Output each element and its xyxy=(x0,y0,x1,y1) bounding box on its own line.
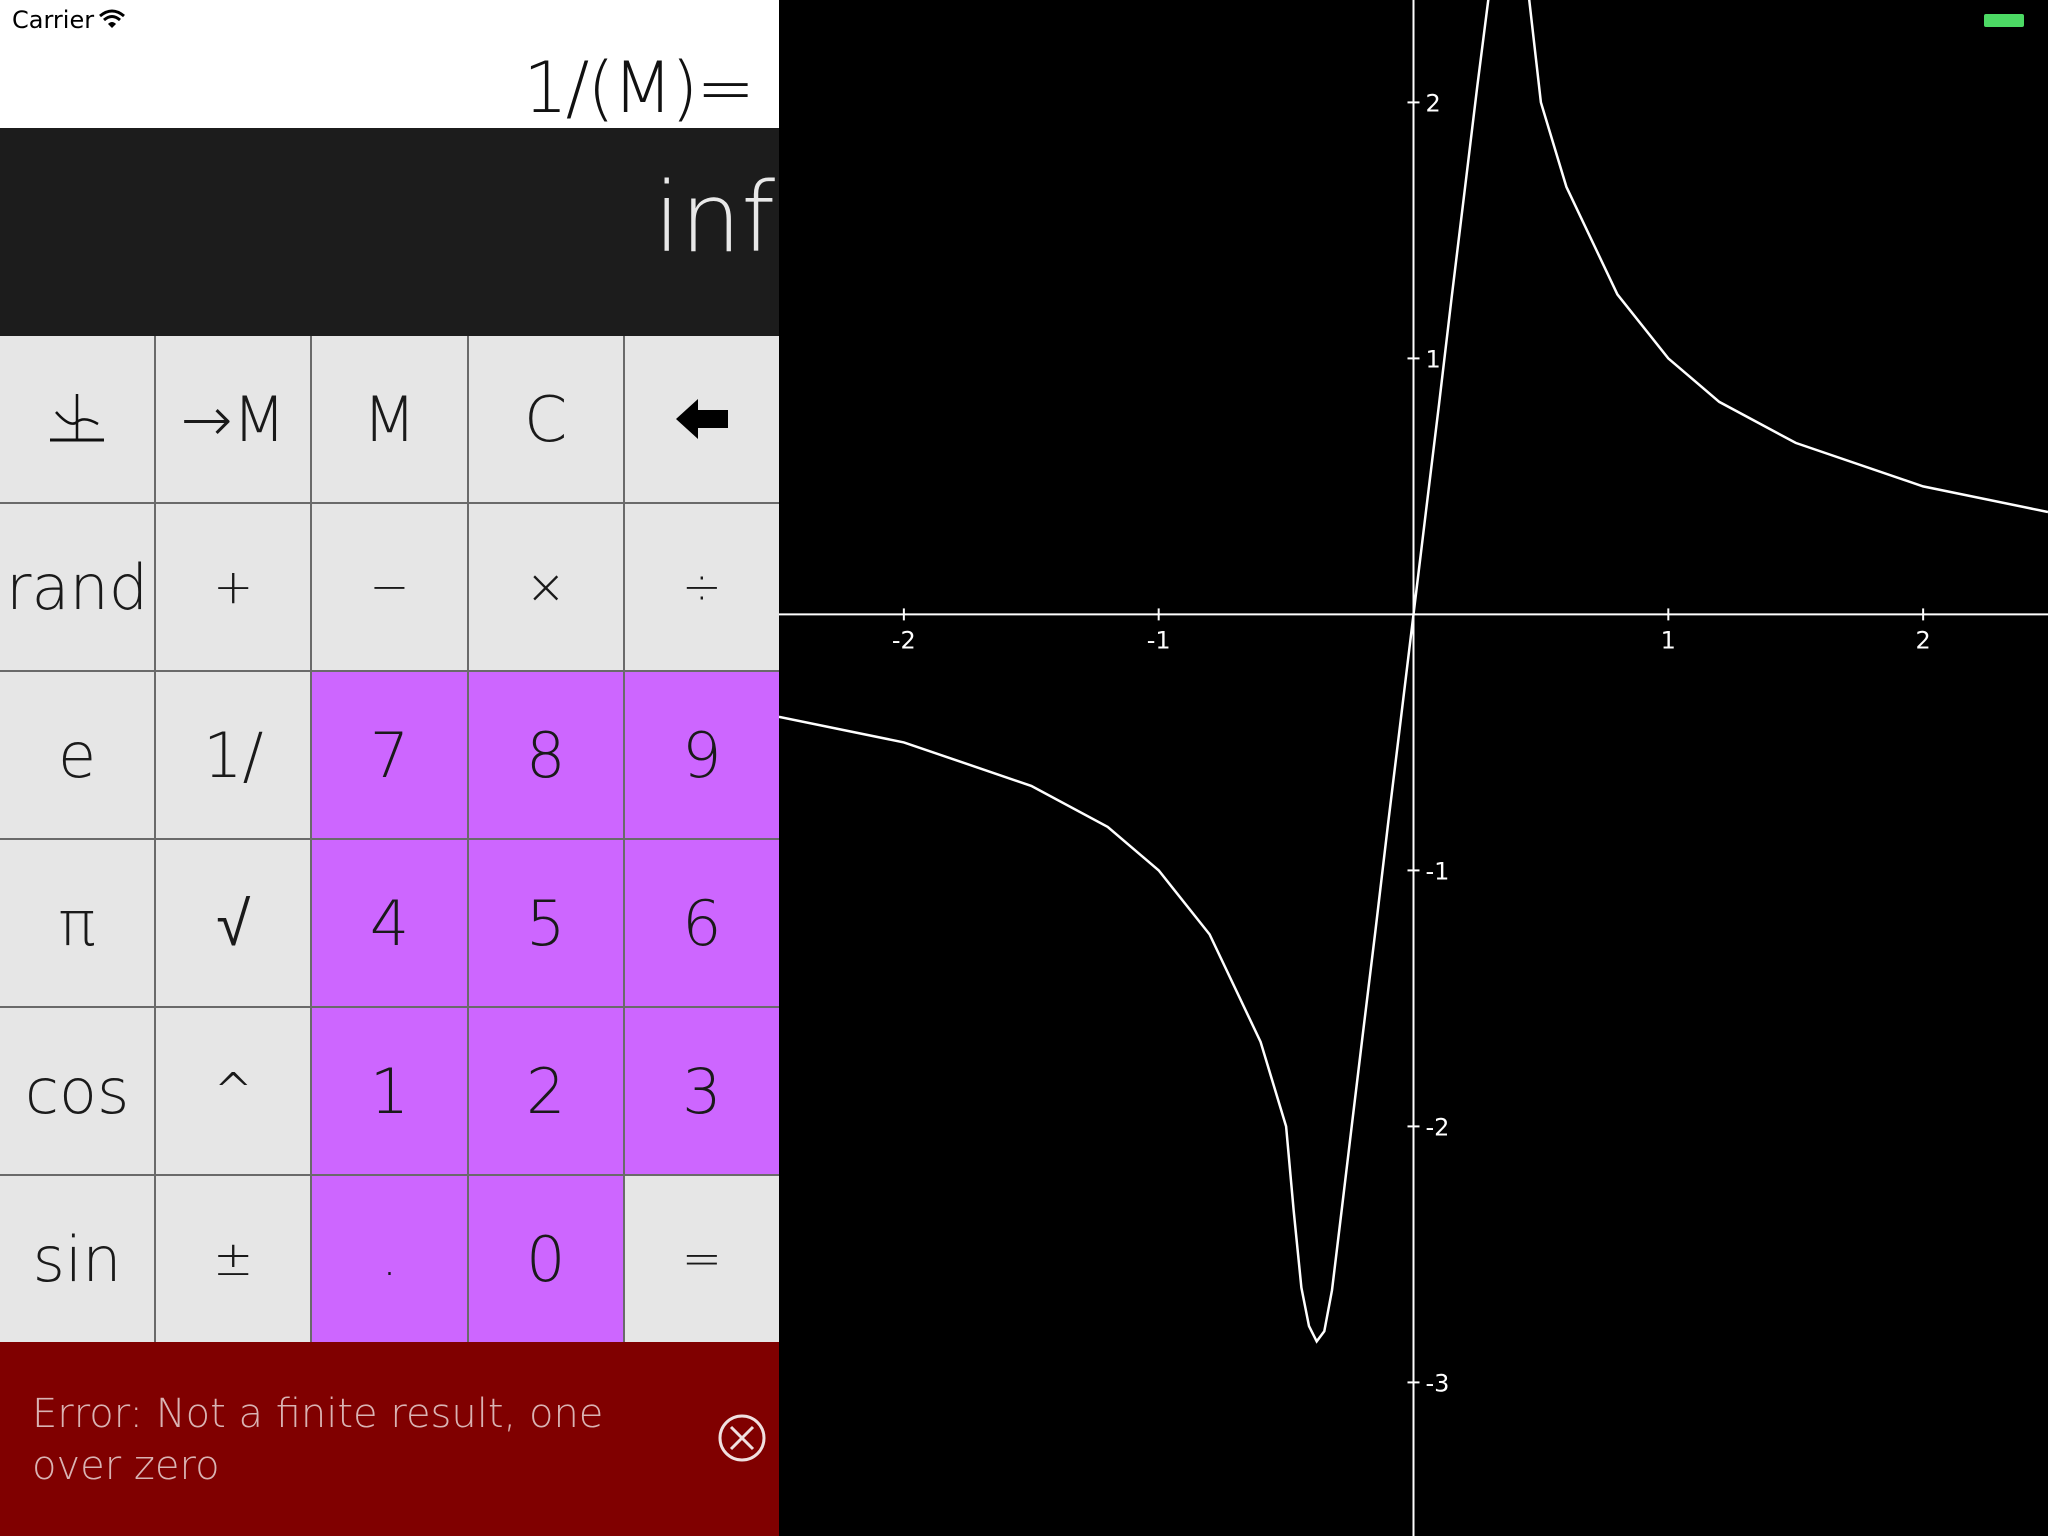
backspace-key[interactable] xyxy=(624,336,779,502)
multiply-key[interactable]: × xyxy=(468,504,623,670)
pi-key-label: π xyxy=(58,886,96,960)
digit-9-key[interactable]: 9 xyxy=(624,672,779,838)
close-icon[interactable] xyxy=(716,1412,768,1464)
memory-key-label: M xyxy=(362,382,417,456)
x-tick-label: -1 xyxy=(1147,626,1171,654)
rand-key-label: rand xyxy=(6,550,149,624)
digit-6-key[interactable]: 6 xyxy=(624,840,779,1006)
multiply-key-label: × xyxy=(525,559,566,615)
wifi-icon xyxy=(99,9,125,28)
digit-4-key-label: 4 xyxy=(369,886,410,960)
sin-key[interactable]: sin xyxy=(0,1176,155,1342)
digit-3-key[interactable]: 3 xyxy=(624,1008,779,1174)
digit-0-key[interactable]: 0 xyxy=(468,1176,623,1342)
clear-key-label: C xyxy=(524,382,568,456)
power-key-label: ^ xyxy=(213,1063,254,1119)
plus-key-label: + xyxy=(213,559,254,615)
x-tick-label: 2 xyxy=(1915,626,1930,654)
digit-8-key-label: 8 xyxy=(525,718,566,792)
digit-5-key[interactable]: 5 xyxy=(468,840,623,1006)
y-tick-label: -3 xyxy=(1426,1369,1450,1397)
divide-key[interactable]: ÷ xyxy=(624,504,779,670)
digit-1-key[interactable]: 1 xyxy=(312,1008,467,1174)
minus-key-label: − xyxy=(369,559,410,615)
digit-5-key-label: 5 xyxy=(525,886,566,960)
graph-pane[interactable]: -2 -1 1 2 2 1 -1 -2 -3 xyxy=(779,0,2048,1536)
cos-key[interactable]: cos xyxy=(0,1008,155,1174)
sqrt-key[interactable]: √ xyxy=(156,840,311,1006)
digit-2-key-label: 2 xyxy=(525,1054,566,1128)
rand-key[interactable]: rand xyxy=(0,504,155,670)
store-memory-key[interactable]: →M xyxy=(156,336,311,502)
sign-key[interactable]: ± xyxy=(156,1176,311,1342)
error-message: Error: Not a finite result, one over zer… xyxy=(32,1391,604,1489)
digit-6-key-label: 6 xyxy=(682,886,722,960)
minus-key[interactable]: − xyxy=(312,504,467,670)
digit-9-key-label: 9 xyxy=(682,718,722,792)
pi-key[interactable]: π xyxy=(0,840,155,1006)
digit-7-key[interactable]: 7 xyxy=(312,672,467,838)
result-value: inf xyxy=(653,162,775,274)
e-key-label: e xyxy=(58,718,97,792)
y-tick-label: 2 xyxy=(1426,89,1441,117)
carrier-label: Carrier xyxy=(12,6,95,34)
graph-key[interactable] xyxy=(0,336,155,502)
y-tick-label: -1 xyxy=(1426,857,1450,885)
decimal-key-label: . xyxy=(381,1231,398,1287)
sqrt-key-label: √ xyxy=(216,886,251,960)
graph-plot[interactable]: -2 -1 1 2 2 1 -1 -2 -3 xyxy=(779,0,2048,1536)
equals-key[interactable]: = xyxy=(624,1176,779,1342)
result-display: inf xyxy=(0,128,779,336)
reciprocal-key-label: 1/ xyxy=(203,718,264,792)
sign-key-label: ± xyxy=(213,1231,254,1287)
equals-key-label: = xyxy=(681,1231,722,1287)
clear-key[interactable]: C xyxy=(468,336,623,502)
digit-8-key[interactable]: 8 xyxy=(468,672,623,838)
divide-key-label: ÷ xyxy=(681,559,722,615)
x-tick-label: -2 xyxy=(892,626,916,654)
sin-key-label: sin xyxy=(32,1222,122,1296)
expression-display: 1/(M)= xyxy=(523,47,755,129)
e-key[interactable]: e xyxy=(0,672,155,838)
store-memory-key-label: →M xyxy=(180,382,287,456)
digit-2-key[interactable]: 2 xyxy=(468,1008,623,1174)
y-tick-label: 1 xyxy=(1426,345,1441,373)
battery-icon xyxy=(1984,14,2024,27)
cos-key-label: cos xyxy=(24,1054,130,1128)
graph-icon xyxy=(50,394,105,442)
decimal-key[interactable]: . xyxy=(312,1176,467,1342)
status-bar: Carrier xyxy=(0,0,779,40)
digit-3-key-label: 3 xyxy=(682,1054,722,1128)
reciprocal-key[interactable]: 1/ xyxy=(156,672,311,838)
x-tick-label: 1 xyxy=(1661,626,1676,654)
digit-0-key-label: 0 xyxy=(525,1222,566,1296)
backspace-arrow-icon xyxy=(675,399,728,439)
digit-7-key-label: 7 xyxy=(369,718,410,792)
digit-1-key-label: 1 xyxy=(369,1054,410,1128)
power-key[interactable]: ^ xyxy=(156,1008,311,1174)
y-tick-label: -2 xyxy=(1426,1113,1450,1141)
plus-key[interactable]: + xyxy=(156,504,311,670)
digit-4-key[interactable]: 4 xyxy=(312,840,467,1006)
memory-key[interactable]: M xyxy=(312,336,467,502)
error-banner: Error: Not a finite result, one over zer… xyxy=(0,1342,779,1536)
series-line-0 xyxy=(779,0,2048,1344)
